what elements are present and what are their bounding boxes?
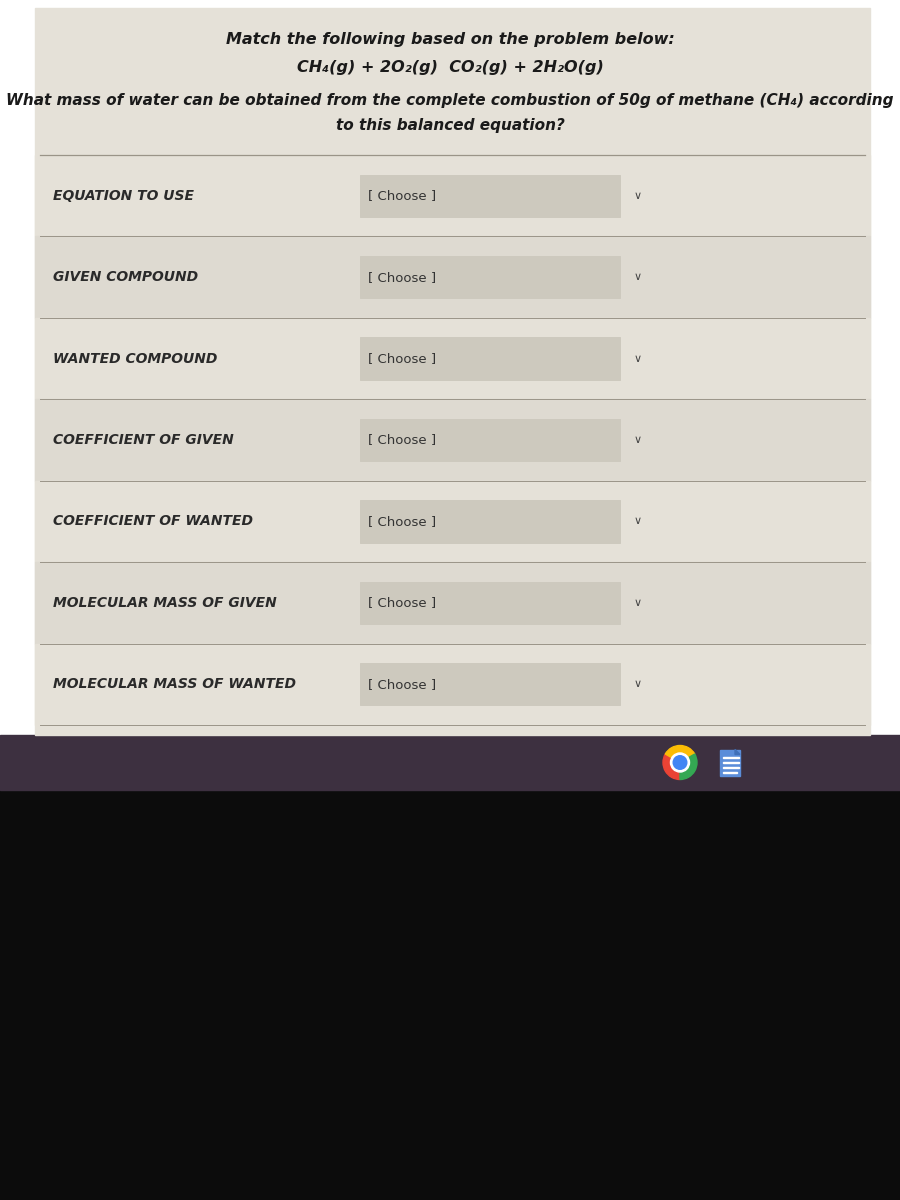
Text: GIVEN COMPOUND: GIVEN COMPOUND (53, 270, 198, 284)
Bar (35, 481, 870, 562)
Polygon shape (735, 750, 740, 755)
Circle shape (670, 752, 689, 772)
Bar (723, 767, 739, 768)
Bar (360, 664, 620, 706)
Text: hp: hp (556, 420, 584, 439)
Text: COEFFICIENT OF WANTED: COEFFICIENT OF WANTED (53, 515, 253, 528)
Text: [ Choose ]: [ Choose ] (368, 190, 436, 203)
Text: MOLECULAR MASS OF WANTED: MOLECULAR MASS OF WANTED (53, 677, 296, 691)
Bar (35, 8, 870, 734)
FancyBboxPatch shape (720, 750, 740, 775)
Text: ∨: ∨ (634, 598, 642, 608)
Bar (360, 500, 620, 542)
Bar (35, 400, 870, 481)
Text: to this balanced equation?: to this balanced equation? (336, 118, 564, 133)
Text: [ Choose ]: [ Choose ] (368, 352, 436, 365)
Circle shape (673, 756, 687, 769)
Bar (35, 643, 870, 725)
Bar (35, 236, 870, 318)
Text: [ Choose ]: [ Choose ] (368, 515, 436, 528)
Bar (35, 562, 870, 643)
Text: WANTED COMPOUND: WANTED COMPOUND (53, 352, 218, 366)
Wedge shape (665, 745, 695, 762)
Bar (0, 734, 900, 790)
Text: ∨: ∨ (634, 354, 642, 364)
Bar (360, 256, 620, 299)
Bar (360, 337, 620, 379)
Text: CH₄(g) + 2O₂(g)  CO₂(g) + 2H₂O(g): CH₄(g) + 2O₂(g) CO₂(g) + 2H₂O(g) (297, 60, 603, 74)
Text: ∨: ∨ (634, 191, 642, 200)
Bar (35, 155, 870, 236)
Text: [ Choose ]: [ Choose ] (368, 433, 436, 446)
Wedge shape (680, 754, 697, 780)
Circle shape (540, 400, 600, 460)
Text: COEFFICIENT OF GIVEN: COEFFICIENT OF GIVEN (53, 433, 234, 446)
Text: ∨: ∨ (634, 516, 642, 527)
Text: What mass of water can be obtained from the complete combustion of 50g of methan: What mass of water can be obtained from … (6, 92, 894, 108)
Text: MOLECULAR MASS OF GIVEN: MOLECULAR MASS OF GIVEN (53, 596, 277, 610)
Text: [ Choose ]: [ Choose ] (368, 596, 436, 610)
Bar (723, 756, 739, 758)
Text: [ Choose ]: [ Choose ] (368, 678, 436, 691)
Bar (35, 318, 870, 400)
Text: EQUATION TO USE: EQUATION TO USE (53, 188, 194, 203)
Bar (723, 772, 737, 773)
Text: Match the following based on the problem below:: Match the following based on the problem… (226, 32, 674, 47)
Bar (360, 582, 620, 624)
Text: ∨: ∨ (634, 434, 642, 445)
Wedge shape (663, 754, 680, 780)
Bar (723, 762, 739, 763)
Text: ∨: ∨ (634, 272, 642, 282)
Bar (360, 174, 620, 217)
Bar (0, 790, 900, 1200)
Text: [ Choose ]: [ Choose ] (368, 271, 436, 283)
Text: ∨: ∨ (634, 679, 642, 689)
Bar (360, 419, 620, 461)
